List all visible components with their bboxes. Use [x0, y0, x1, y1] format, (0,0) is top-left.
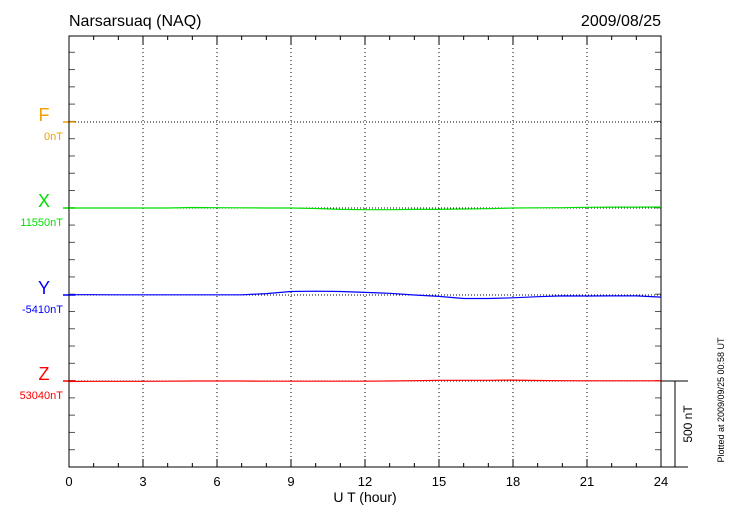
scale-bar-label: 500 nT — [681, 405, 695, 443]
series-baseline-x: 11550nT — [20, 217, 63, 229]
series-name-y: Y — [38, 278, 50, 298]
x-tick-label: 21 — [580, 474, 594, 489]
x-tick-label: 6 — [213, 474, 220, 489]
series-labels: F 0nT X 11550nT Y -5410nT Z 53040nT — [20, 105, 64, 402]
chart-title: Narsarsuaq (NAQ) — [69, 13, 201, 30]
x-tick-label: 18 — [506, 474, 520, 489]
x-tick-labels: 0 3 6 9 12 15 18 21 24 — [65, 474, 668, 489]
axis-ticks — [63, 36, 662, 468]
x-tick-label: 12 — [358, 474, 372, 489]
plotted-note: Plotted at 2009/09/25 00:58 UT — [716, 337, 726, 463]
trace-z — [68, 379, 661, 383]
grid — [69, 36, 661, 467]
plot-frame — [68, 35, 662, 468]
x-tick-label: 15 — [432, 474, 446, 489]
x-axis-label: U T (hour) — [333, 489, 396, 505]
x-tick-label: 9 — [287, 474, 294, 489]
trace-y — [69, 290, 662, 300]
series-baseline-y: -5410nT — [22, 304, 63, 316]
series-name-z: Z — [39, 364, 50, 384]
x-tick-label: 3 — [139, 474, 146, 489]
series-baseline-z: 53040nT — [20, 390, 64, 402]
traces — [68, 206, 662, 383]
chart-date: 2009/08/25 — [581, 13, 661, 30]
series-name-f: F — [39, 105, 50, 125]
x-tick-label: 24 — [654, 474, 668, 489]
x-tick-label: 0 — [65, 474, 72, 489]
scale-bar: 500 nT — [661, 380, 695, 468]
trace-x — [69, 206, 662, 211]
series-baseline-f: 0nT — [44, 131, 63, 143]
series-name-x: X — [38, 191, 50, 211]
